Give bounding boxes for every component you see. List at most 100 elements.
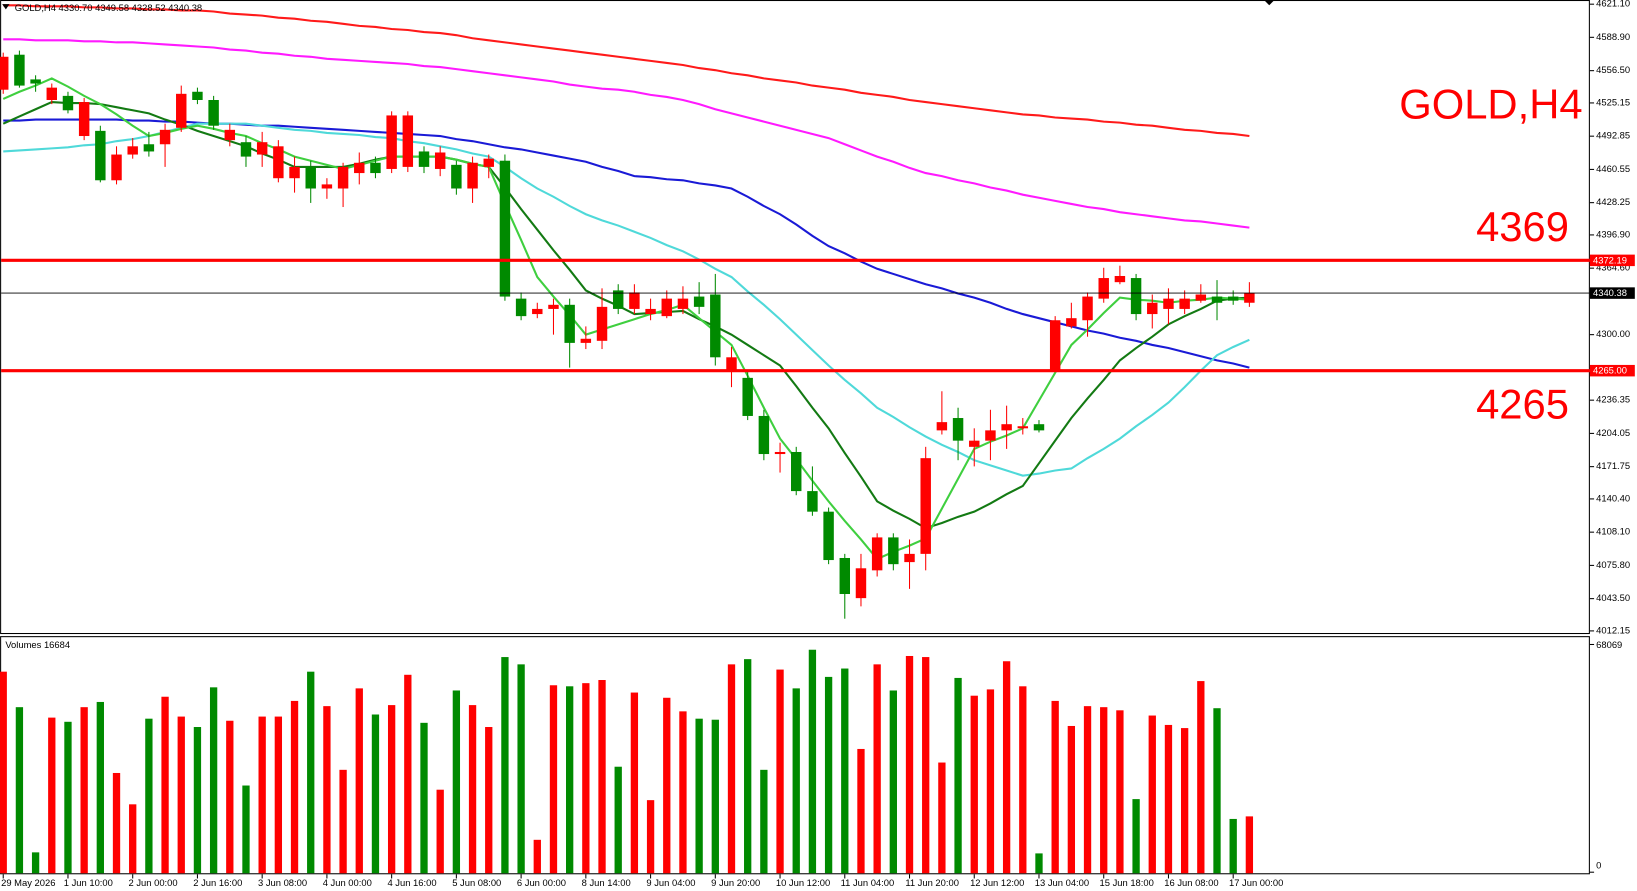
volume-bar bbox=[1132, 799, 1140, 874]
volume-bar bbox=[760, 769, 768, 874]
volume-bar bbox=[598, 680, 606, 874]
volume-bar bbox=[274, 716, 283, 874]
volume-bar bbox=[954, 677, 962, 874]
candle-body bbox=[273, 146, 284, 179]
y-tick-label: 4364.60 bbox=[1596, 262, 1630, 273]
candle-body bbox=[354, 162, 365, 174]
y-tick-label: 4043.50 bbox=[1596, 592, 1630, 603]
level-tag-label: 4265.00 bbox=[1593, 365, 1627, 376]
volume-bar bbox=[1002, 661, 1011, 874]
level-tag-label: 4340.38 bbox=[1593, 287, 1627, 298]
x-tick-label: 1 Jun 10:00 bbox=[64, 877, 113, 888]
volume-bar bbox=[1067, 725, 1076, 874]
candle-body bbox=[612, 290, 624, 309]
x-tick-label: 8 Jun 14:00 bbox=[582, 877, 631, 888]
candle-body bbox=[855, 568, 867, 599]
candle-body bbox=[548, 304, 559, 309]
volume-bar bbox=[209, 687, 218, 874]
candle-body bbox=[596, 306, 608, 341]
shift-marker bbox=[1264, 0, 1275, 6]
candle-body bbox=[256, 142, 268, 155]
volume-bar bbox=[323, 706, 331, 874]
volume-bar bbox=[792, 688, 800, 874]
level-tag bbox=[1589, 287, 1635, 299]
x-tick-label: 11 Jun 20:00 bbox=[905, 877, 959, 888]
volume-bar bbox=[242, 785, 250, 874]
y-tick-label: 4588.90 bbox=[1596, 31, 1630, 42]
y-tick-label: 4140.40 bbox=[1596, 492, 1630, 503]
x-tick-label: 3 Jun 08:00 bbox=[258, 877, 307, 888]
volume-bar bbox=[986, 689, 995, 874]
candle-body bbox=[159, 129, 171, 145]
x-tick-label: 2 Jun 16:00 bbox=[193, 877, 242, 888]
candle-body bbox=[337, 166, 349, 189]
candle-body bbox=[532, 308, 543, 315]
volume-tick-label: 0 bbox=[1596, 859, 1601, 870]
volume-bar bbox=[1197, 681, 1205, 874]
volume-bar bbox=[96, 701, 104, 874]
candle-body bbox=[451, 164, 462, 189]
volume-bar bbox=[1229, 818, 1237, 874]
x-tick-label: 5 Jun 08:00 bbox=[452, 877, 501, 888]
candle-body bbox=[208, 99, 219, 126]
volume-bar bbox=[1100, 707, 1108, 874]
volume-bar bbox=[711, 719, 719, 874]
volume-bar bbox=[1019, 686, 1027, 874]
candle-body bbox=[1227, 296, 1239, 301]
level-tag bbox=[1589, 364, 1635, 377]
candle-body bbox=[693, 296, 705, 307]
volume-bar bbox=[290, 700, 299, 874]
candle-body bbox=[78, 102, 90, 137]
candle-body bbox=[1147, 302, 1158, 315]
volume-bar bbox=[1213, 708, 1221, 874]
moving-average bbox=[2, 100, 1250, 530]
y-tick-label: 4204.05 bbox=[1596, 427, 1630, 438]
x-tick-label: 4 Jun 16:00 bbox=[387, 877, 436, 888]
volume-bar bbox=[533, 839, 541, 874]
volume-bar bbox=[31, 852, 40, 874]
candle-body bbox=[62, 95, 74, 111]
volume-bar bbox=[371, 714, 380, 874]
x-tick-label: 6 Jun 00:00 bbox=[517, 877, 566, 888]
y-tick-label: 4460.55 bbox=[1596, 163, 1630, 174]
candle-body bbox=[386, 115, 397, 169]
candle-body bbox=[677, 298, 689, 309]
candle-body bbox=[774, 451, 786, 455]
candle-body bbox=[1066, 318, 1077, 327]
candle-body bbox=[499, 160, 511, 297]
volume-bar bbox=[1083, 706, 1092, 874]
volume-bar bbox=[387, 705, 396, 874]
volume-bar bbox=[517, 664, 525, 874]
volume-bar bbox=[64, 721, 72, 874]
candle-body bbox=[629, 292, 640, 309]
candle-body bbox=[839, 557, 851, 595]
volume-bar bbox=[646, 800, 655, 874]
x-tick-label: 10 Jun 12:00 bbox=[776, 877, 830, 888]
candle-body bbox=[661, 298, 672, 317]
candle-body bbox=[321, 184, 333, 189]
volume-bar bbox=[776, 669, 784, 874]
volume-bar bbox=[824, 676, 833, 874]
volume-bar bbox=[1051, 700, 1059, 874]
moving-average bbox=[3, 4, 1250, 138]
volume-bar bbox=[889, 690, 897, 874]
candle-body bbox=[483, 158, 494, 167]
candle-body bbox=[1244, 293, 1255, 303]
moving-average bbox=[2, 77, 1250, 561]
candle-body bbox=[888, 537, 899, 565]
volume-bar bbox=[566, 686, 574, 874]
x-tick-label: 2 Jun 00:00 bbox=[129, 877, 178, 888]
candle-body bbox=[710, 294, 721, 358]
volume-bar bbox=[15, 707, 24, 874]
volume-bar bbox=[112, 772, 121, 874]
candle-body bbox=[985, 430, 996, 441]
candle-body bbox=[1130, 278, 1142, 315]
volume-bar bbox=[922, 657, 930, 874]
candle-body bbox=[1082, 296, 1093, 321]
y-tick-label: 4396.90 bbox=[1596, 228, 1630, 239]
volume-bar bbox=[355, 688, 363, 874]
volume-bar bbox=[841, 668, 849, 874]
candle-body bbox=[224, 129, 236, 141]
candle-body bbox=[143, 144, 155, 152]
